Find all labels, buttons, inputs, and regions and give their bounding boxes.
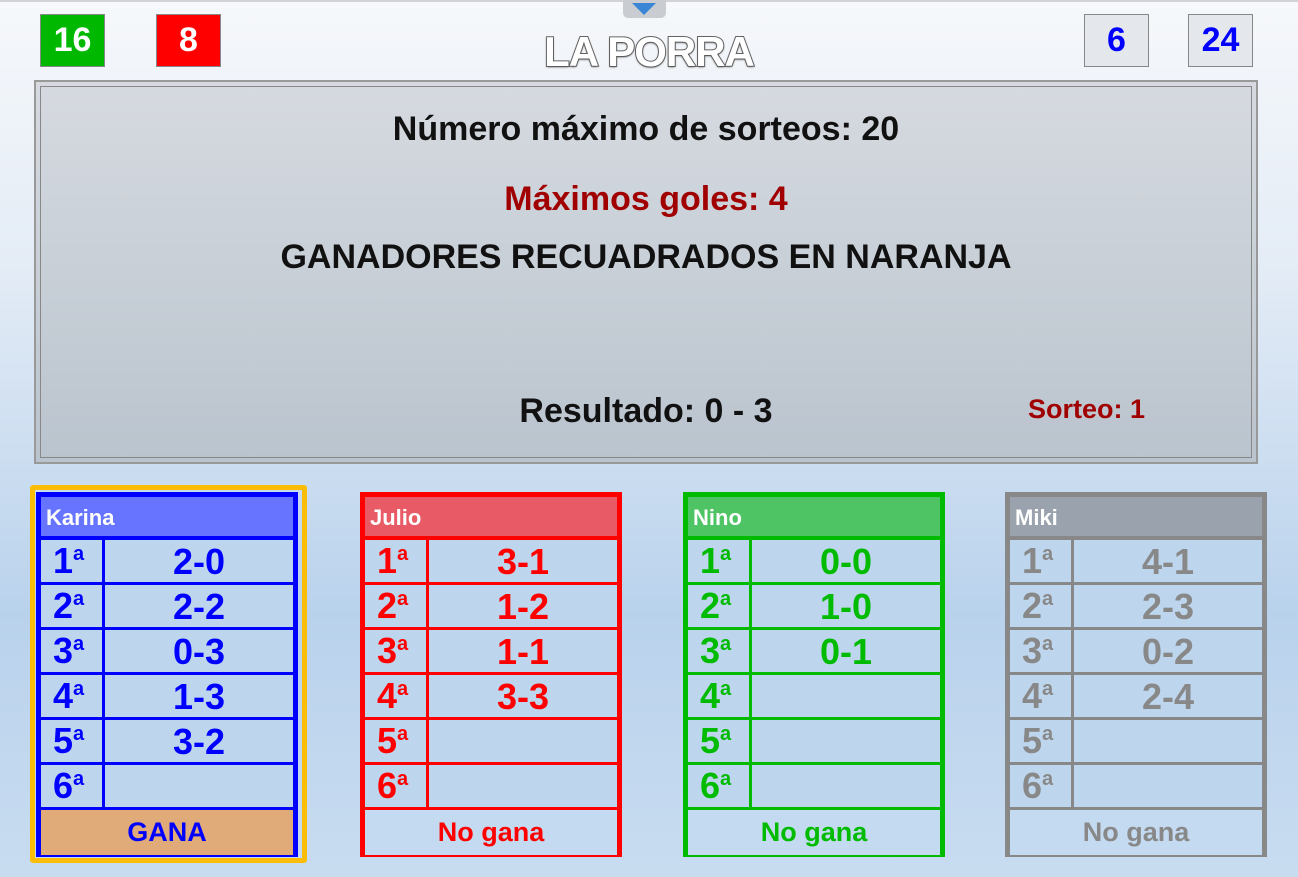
bet-score: 1-2	[496, 586, 550, 627]
bet-ordinal: 2a	[688, 585, 752, 627]
bet-row: 1a 4-1	[1010, 540, 1262, 585]
bet-ordinal: 5a	[41, 720, 105, 762]
bet-score: 2-3	[1141, 586, 1195, 627]
bet-score: 3-1	[496, 541, 550, 582]
green-counter: 16	[40, 14, 105, 67]
player-card-julio: Julio 1a 3-1 2a 1-2 3a 1-1 4a 3-3 5a 6a No gana	[360, 492, 622, 857]
player-name: Miki	[1010, 497, 1262, 540]
bet-row: 5a	[1010, 720, 1262, 765]
bet-score	[752, 675, 940, 717]
player-card-karina: Karina 1a 2-0 2a 2-2 3a 0-3 4a 1-3 5a 3-2 6a GANA	[36, 492, 298, 857]
result-status: GANA	[41, 810, 293, 855]
bet-ordinal: 4a	[41, 675, 105, 717]
blue-counter-1: 6	[1084, 14, 1149, 67]
bet-score: 0-1	[819, 631, 873, 672]
bet-ordinal: 6a	[41, 765, 105, 807]
player-name: Nino	[688, 497, 940, 540]
bet-score: 0-0	[819, 541, 873, 582]
result-status: No gana	[365, 810, 617, 855]
bet-row: 3a 0-3	[41, 630, 293, 675]
bet-score: 2-0	[172, 541, 226, 582]
bet-row: 4a 3-3	[365, 675, 617, 720]
bet-score: 1-3	[172, 676, 226, 717]
max-goals: Máximos goles: 4	[504, 180, 788, 218]
bet-ordinal: 3a	[41, 630, 105, 672]
app-title: LA PORRA	[543, 27, 756, 76]
bet-row: 3a 0-1	[688, 630, 940, 675]
bet-score: 3-3	[496, 676, 550, 717]
result-status: No gana	[1010, 810, 1262, 855]
bet-score	[752, 765, 940, 807]
red-counter: 8	[156, 14, 221, 67]
bet-score: 4-1	[1141, 541, 1195, 582]
bet-ordinal: 4a	[688, 675, 752, 717]
bet-ordinal: 6a	[688, 765, 752, 807]
bet-row: 1a 3-1	[365, 540, 617, 585]
bet-score	[1074, 720, 1262, 762]
bet-row: 4a 2-4	[1010, 675, 1262, 720]
bet-row: 6a	[1010, 765, 1262, 810]
winner-highlight	[30, 485, 307, 863]
bet-ordinal: 3a	[688, 630, 752, 672]
info-panel: Número máximo de sorteos: 20 Máximos gol…	[34, 80, 1258, 464]
bet-score	[752, 720, 940, 762]
bet-score: 2-4	[1141, 676, 1195, 717]
bet-row: 3a 0-2	[1010, 630, 1262, 675]
bet-row: 1a 2-0	[41, 540, 293, 585]
player-name: Julio	[365, 497, 617, 540]
result-text: Resultado: 0 - 3	[519, 392, 773, 430]
blue-counter-2: 24	[1188, 14, 1253, 67]
bet-row: 5a	[365, 720, 617, 765]
bet-row: 2a 2-2	[41, 585, 293, 630]
draw-number: Sorteo: 1	[1028, 394, 1146, 424]
dropdown-handle-icon[interactable]	[623, 0, 666, 18]
bet-score	[429, 765, 617, 807]
bet-ordinal: 3a	[1010, 630, 1074, 672]
bet-ordinal: 1a	[41, 540, 105, 582]
bet-row: 4a 1-3	[41, 675, 293, 720]
bet-ordinal: 4a	[1010, 675, 1074, 717]
bet-row: 5a 3-2	[41, 720, 293, 765]
bet-ordinal: 2a	[41, 585, 105, 627]
player-card-miki: Miki 1a 4-1 2a 2-3 3a 0-2 4a 2-4 5a 6a No gana	[1005, 492, 1267, 857]
bet-row: 6a	[688, 765, 940, 810]
bet-score	[105, 765, 293, 807]
max-draws: Número máximo de sorteos: 20	[392, 110, 900, 148]
bet-ordinal: 6a	[365, 765, 429, 807]
bet-ordinal: 1a	[365, 540, 429, 582]
bet-ordinal: 5a	[365, 720, 429, 762]
bet-ordinal: 4a	[365, 675, 429, 717]
bet-row: 2a 1-0	[688, 585, 940, 630]
bet-score: 3-2	[172, 721, 226, 762]
bet-ordinal: 5a	[1010, 720, 1074, 762]
bet-score	[429, 720, 617, 762]
bet-row: 1a 0-0	[688, 540, 940, 585]
bet-score: 0-2	[1141, 631, 1195, 672]
bet-score: 1-1	[496, 631, 550, 672]
bet-ordinal: 6a	[1010, 765, 1074, 807]
winners-note: GANADORES RECUADRADOS EN NARANJA	[280, 238, 1012, 276]
player-name: Karina	[41, 497, 293, 540]
bet-ordinal: 1a	[1010, 540, 1074, 582]
bet-row: 5a	[688, 720, 940, 765]
bet-row: 2a 2-3	[1010, 585, 1262, 630]
bet-ordinal: 2a	[365, 585, 429, 627]
bet-score: 1-0	[819, 586, 873, 627]
bet-ordinal: 2a	[1010, 585, 1074, 627]
bet-row: 3a 1-1	[365, 630, 617, 675]
result-status: No gana	[688, 810, 940, 855]
bet-score: 0-3	[172, 631, 226, 672]
bet-ordinal: 3a	[365, 630, 429, 672]
player-card-nino: Nino 1a 0-0 2a 1-0 3a 0-1 4a 5a 6a No gana	[683, 492, 945, 857]
bet-row: 2a 1-2	[365, 585, 617, 630]
bet-score	[1074, 765, 1262, 807]
bet-row: 4a	[688, 675, 940, 720]
bet-row: 6a	[365, 765, 617, 810]
bet-ordinal: 5a	[688, 720, 752, 762]
bet-row: 6a	[41, 765, 293, 810]
bet-ordinal: 1a	[688, 540, 752, 582]
bet-score: 2-2	[172, 586, 226, 627]
